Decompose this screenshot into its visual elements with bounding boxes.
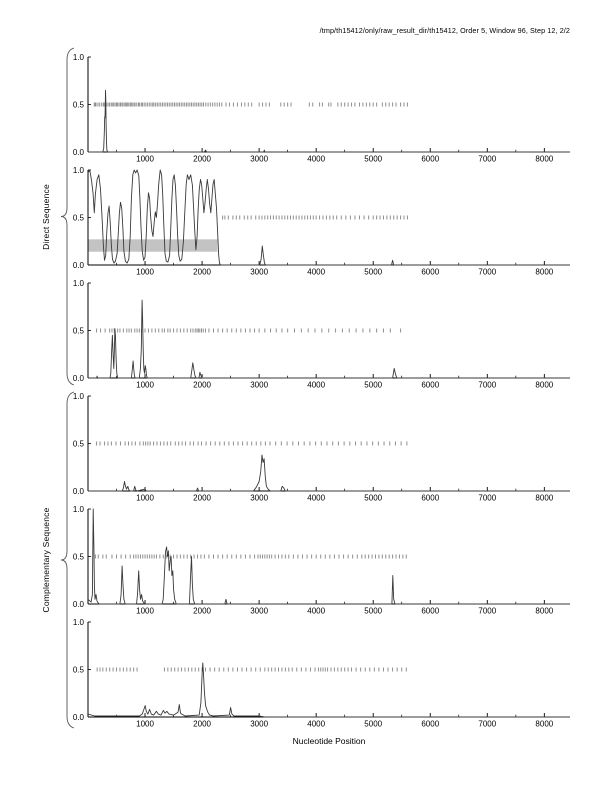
x-tick-label: 2000	[193, 494, 211, 503]
y-tick-label: 0.0	[73, 713, 85, 722]
x-tick-label: 1000	[136, 381, 154, 390]
x-tick-label: 1000	[136, 494, 154, 503]
y-tick-label: 0.0	[73, 261, 85, 270]
x-tick-label: 2000	[193, 268, 211, 277]
x-tick-label: 4000	[307, 720, 325, 729]
panel-complementary-frame-2: 0.0 0.5 1.0 1000 2000 3000 4000 5000 6000 7000 800…	[73, 505, 570, 616]
y-tick-label: 0.5	[73, 665, 85, 674]
x-tick-label: 6000	[421, 720, 439, 729]
x-tick-label: 4000	[307, 607, 325, 616]
x-tick-label: 8000	[535, 607, 553, 616]
y-tick-label: 1.0	[73, 618, 85, 627]
complementary-group-brace	[60, 391, 75, 729]
x-tick-label: 4000	[307, 268, 325, 277]
y-tick-label: 0.5	[73, 439, 85, 448]
x-axis-title: Nucleotide Position	[292, 736, 366, 746]
plot-title: /tmp/th15412/only/raw_result_dir/th15412…	[319, 26, 570, 35]
coding-potential-curve	[87, 508, 570, 605]
x-tick-label: 3000	[250, 494, 268, 503]
x-tick-label: 3000	[250, 155, 268, 164]
coding-potential-curve	[87, 662, 570, 718]
y-tick-label: 0.5	[73, 213, 85, 222]
y-tick-label: 0.0	[73, 600, 85, 609]
y-tick-label: 1.0	[73, 166, 85, 175]
x-tick-label: 4000	[307, 494, 325, 503]
y-tick-label: 0.0	[73, 374, 85, 383]
x-tick-label: 8000	[535, 381, 553, 390]
x-tick-label: 2000	[193, 607, 211, 616]
x-tick-label: 4000	[307, 381, 325, 390]
panel-direct-frame-3: 0.0 0.5 1.0 1000 2000 3000 4000 5000 6000 7000 800…	[73, 279, 570, 390]
x-tick-label: 2000	[193, 720, 211, 729]
y-tick-label: 1.0	[73, 505, 85, 514]
x-tick-label: 1000	[136, 607, 154, 616]
y-tick-label: 0.5	[73, 326, 85, 335]
x-tick-label: 3000	[250, 381, 268, 390]
direct-group-brace	[60, 47, 75, 386]
x-tick-label: 7000	[478, 381, 496, 390]
x-tick-label: 5000	[364, 381, 382, 390]
y-tick-label: 1.0	[73, 53, 85, 62]
x-tick-label: 4000	[307, 155, 325, 164]
x-tick-label: 7000	[478, 155, 496, 164]
y-tick-label: 0.5	[73, 552, 85, 561]
x-tick-label: 2000	[193, 381, 211, 390]
x-tick-label: 6000	[421, 155, 439, 164]
coding-potential-curve	[88, 299, 570, 379]
coding-potential-curve	[88, 454, 570, 492]
y-tick-label: 0.0	[73, 487, 85, 496]
x-tick-label: 8000	[535, 720, 553, 729]
x-tick-label: 6000	[421, 607, 439, 616]
panel-direct-frame-1: 0.0 0.5 1.0 1000 2000 3000 4000 5000 6000 7000 800…	[73, 53, 570, 164]
x-tick-label: 8000	[535, 494, 553, 503]
panel-complementary-frame-1: 0.0 0.5 1.0 1000 2000 3000 4000 5000 6000 7000 800…	[73, 392, 570, 503]
y-tick-label: 0.5	[73, 100, 85, 109]
x-tick-label: 6000	[421, 268, 439, 277]
coding-potential-curve	[88, 89, 570, 153]
x-tick-label: 5000	[364, 720, 382, 729]
x-tick-label: 1000	[136, 720, 154, 729]
x-tick-label: 1000	[136, 155, 154, 164]
direct-sequence-axis-label: Direct Sequence	[41, 184, 51, 250]
x-tick-label: 5000	[364, 494, 382, 503]
complementary-sequence-axis-label: Complementary Sequence	[41, 507, 51, 613]
x-tick-label: 5000	[364, 268, 382, 277]
panel-complementary-frame-3: 0.0 0.5 1.0 1000 2000 3000 4000 5000 6000 7000 800…	[73, 618, 570, 729]
x-tick-label: 5000	[364, 607, 382, 616]
x-tick-label: 7000	[478, 494, 496, 503]
y-tick-label: 0.0	[73, 148, 85, 157]
x-tick-label: 5000	[364, 155, 382, 164]
y-tick-label: 1.0	[73, 279, 85, 288]
x-tick-label: 8000	[535, 155, 553, 164]
x-tick-label: 3000	[250, 720, 268, 729]
coding-region-bar	[88, 239, 218, 252]
panel-direct-frame-2: 0.0 0.5 1.0 1000 2000 3000 4000 5000 6000 7000 800…	[73, 166, 570, 277]
x-tick-label: 2000	[193, 155, 211, 164]
x-tick-label: 1000	[136, 268, 154, 277]
x-tick-label: 7000	[478, 268, 496, 277]
x-tick-label: 8000	[535, 268, 553, 277]
x-tick-label: 3000	[250, 268, 268, 277]
x-tick-label: 6000	[421, 494, 439, 503]
coding-potential-curve	[87, 169, 570, 266]
x-tick-label: 7000	[478, 607, 496, 616]
x-tick-label: 6000	[421, 381, 439, 390]
y-tick-label: 1.0	[73, 392, 85, 401]
x-tick-label: 3000	[250, 607, 268, 616]
x-tick-label: 7000	[478, 720, 496, 729]
